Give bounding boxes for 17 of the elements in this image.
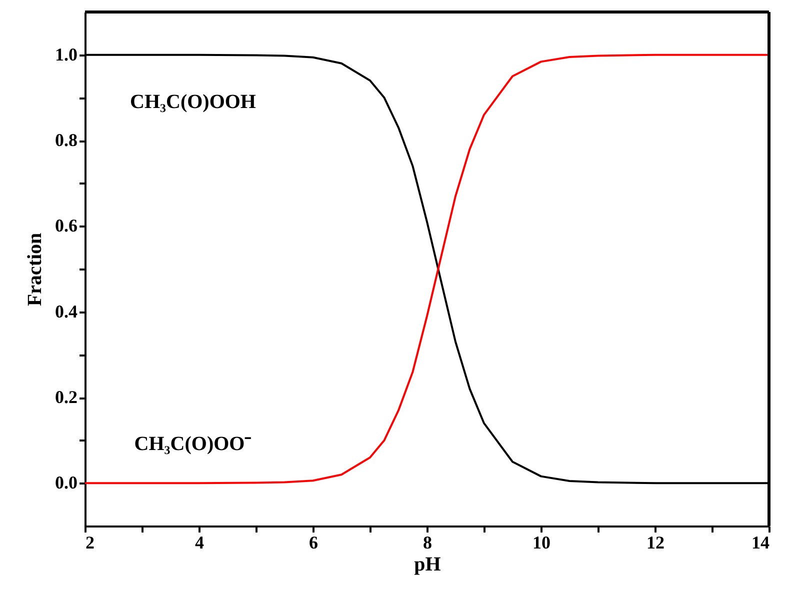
- y-tick-label: 0.0: [55, 472, 78, 493]
- x-tick-label: 14: [752, 532, 770, 552]
- y-tick-label: 0.8: [55, 130, 78, 150]
- x-tick-label: 2: [86, 532, 94, 552]
- x-tick-label: 4: [195, 532, 204, 552]
- x-tick-label: 10: [532, 532, 550, 552]
- x-tick-label: 12: [646, 532, 664, 552]
- y-axis-title: Fraction: [24, 232, 46, 306]
- x-tick-label: 8: [423, 532, 432, 552]
- annotation: CH₃C(O)OO⁻: [134, 433, 252, 455]
- y-tick-label: 0.4: [55, 301, 78, 322]
- y-tick-label: 1.0: [55, 44, 78, 64]
- x-tick-label: 6: [309, 532, 318, 552]
- annotation: CH₃C(O)OOH: [130, 91, 256, 113]
- y-tick-label: 0.6: [55, 216, 78, 236]
- y-tick-label: 0.2: [55, 387, 78, 407]
- x-axis-title: pH: [414, 554, 442, 576]
